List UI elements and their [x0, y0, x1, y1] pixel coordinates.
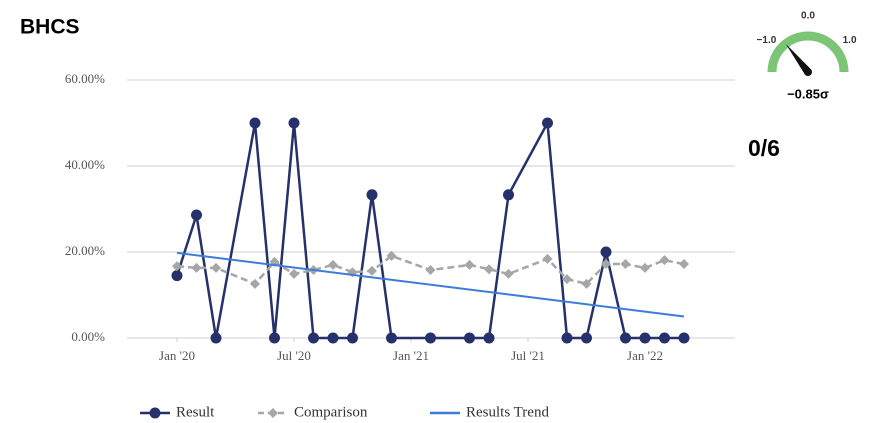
gauge-tick-label: 0.0	[801, 11, 815, 22]
x-tick-label: Jan '22	[627, 348, 663, 363]
data-point	[425, 332, 436, 344]
data-point	[269, 332, 280, 344]
data-point	[347, 332, 358, 344]
y-tick-label: 0.00%	[71, 329, 105, 344]
legend-marker	[268, 408, 278, 418]
gauge-tick-label: −1.0	[757, 35, 777, 46]
x-tick-label: Jan '21	[393, 348, 429, 363]
data-point	[542, 253, 553, 264]
x-tick-label: Jan '20	[159, 348, 195, 363]
x-tick-label: Jul '20	[277, 348, 311, 363]
data-point	[562, 274, 572, 285]
data-point	[386, 332, 397, 344]
data-point	[288, 117, 300, 129]
data-point	[464, 332, 475, 344]
data-point	[250, 278, 260, 289]
data-point	[289, 268, 299, 279]
data-point	[210, 332, 222, 344]
data-point	[620, 332, 631, 344]
legend-label: Comparison	[294, 404, 368, 420]
data-point	[211, 262, 221, 273]
data-point	[484, 264, 494, 275]
data-point	[620, 259, 631, 270]
data-point	[171, 270, 183, 282]
data-point	[581, 332, 592, 344]
data-point	[639, 332, 651, 344]
data-point	[327, 332, 339, 344]
y-tick-label: 20.00%	[65, 243, 105, 258]
series-line	[176, 251, 685, 318]
y-tick-label: 40.00%	[65, 157, 105, 172]
data-point	[503, 268, 514, 279]
data-point	[191, 209, 202, 221]
data-point	[561, 332, 573, 344]
data-point	[542, 117, 553, 129]
series-line	[175, 118, 684, 340]
data-point	[328, 259, 338, 270]
data-point	[679, 259, 689, 270]
gauge-tick-label: 1.0	[843, 35, 857, 46]
x-tick-label: Jul '21	[511, 348, 545, 363]
data-point	[483, 332, 495, 344]
data-point	[386, 250, 397, 261]
data-point	[464, 259, 475, 270]
page-title: BHCS	[20, 16, 80, 39]
score: 0/6	[748, 135, 780, 161]
data-point	[367, 265, 377, 276]
data-point	[172, 261, 182, 272]
gauge-value-label: −0.85σ	[787, 86, 829, 101]
gauge-needle	[785, 43, 812, 75]
legend-label: Results Trend	[466, 404, 549, 420]
data-point	[191, 262, 202, 273]
gauge-hub	[804, 68, 812, 76]
gauge-arc	[767, 31, 849, 73]
data-point	[503, 189, 514, 201]
data-point	[678, 332, 690, 344]
data-point	[601, 259, 611, 270]
data-point	[366, 189, 378, 201]
data-point	[640, 262, 650, 273]
legend-label: Result	[176, 404, 215, 420]
data-point	[600, 246, 612, 258]
data-point	[308, 332, 319, 344]
data-point	[659, 255, 670, 266]
legend-marker	[149, 407, 161, 419]
data-point	[581, 278, 592, 289]
data-point	[425, 265, 436, 276]
data-point	[659, 332, 670, 344]
y-tick-label: 60.00%	[65, 71, 105, 86]
data-point	[249, 117, 261, 129]
